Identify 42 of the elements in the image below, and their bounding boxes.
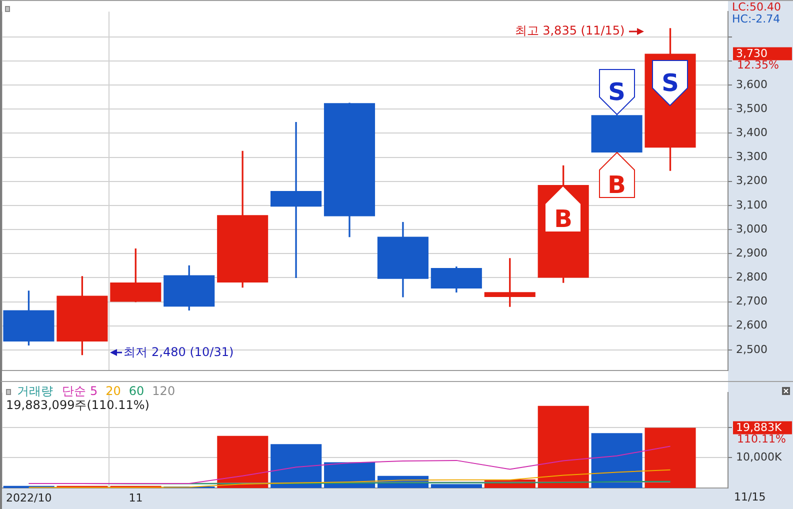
bar [270,444,322,488]
y-tick-label: 2,800 [736,270,768,284]
x-tick-label: 2022/10 [6,491,52,504]
text: 120 [152,384,176,398]
text: 3,730 [736,47,768,60]
text: 11/15 [734,490,766,504]
text: 5 [90,384,98,398]
annotation: 최저 2,480 (10/31) [124,344,234,359]
y-tick-label: 3,300 [736,150,768,164]
text: HC:-2.74 [732,12,780,26]
y-tick-label: 3,600 [736,78,768,91]
pentagon-badge: B [598,152,635,198]
candlestick [270,122,322,278]
y-tick-label: 3,500 [736,102,768,115]
bar [591,433,642,488]
pentagon-badge: S [652,60,688,106]
text: 19,883,099주(110.11%) [6,398,150,412]
bar [538,406,589,488]
y-tick-label: 3,000 [736,222,768,236]
pentagon-badge: S [598,69,635,116]
bar [644,428,696,488]
text: LC:50.40 [732,0,782,14]
bar [430,484,482,488]
y-tick-label: 2,500 [736,342,768,356]
x-tick-label: 11 [128,491,143,504]
text: 19,883K [736,421,782,434]
y-tick-label: 10,000K [736,450,782,464]
y-tick-label: 3,400 [736,126,768,140]
text: 110.11% [737,432,786,446]
legend-title: 단순 [62,384,86,398]
pentagon-badge: B [545,186,582,232]
text: 12.35% [737,58,779,72]
y-tick-label: 3,100 [736,198,768,212]
y-tick-label: 2,900 [736,246,768,260]
text: 60 [128,384,144,398]
y-tick-label: 3,200 [736,174,768,188]
annotation: 최고 3,835 (11/15) [514,24,625,38]
bar [217,436,268,488]
y-tick-label: 2,600 [736,318,768,332]
chart-title: 거래량 [17,384,53,398]
text: 20 [106,384,121,398]
y-tick-label: 2,700 [736,294,768,308]
